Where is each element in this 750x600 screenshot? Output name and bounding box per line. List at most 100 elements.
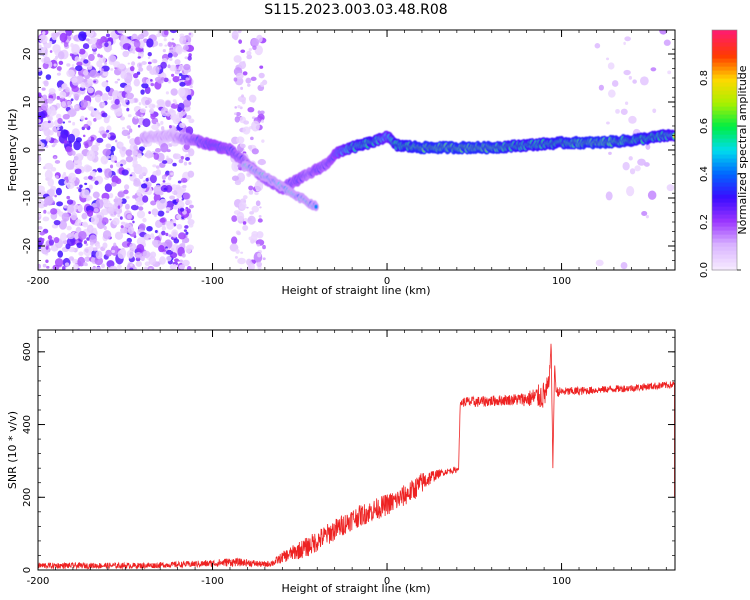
spectrogram-noise-cell xyxy=(141,61,147,65)
spectrogram-noise-cell xyxy=(645,214,649,219)
spectrogram-noise-cell xyxy=(178,87,186,97)
spectrogram-noise-cell xyxy=(38,185,45,193)
spectrogram-noise-cell xyxy=(186,94,192,101)
spectrogram-noise-cell xyxy=(86,150,96,161)
colorbar-step xyxy=(712,98,737,103)
spectrogram-noise-cell xyxy=(131,149,138,156)
spectrogram-noise-cell xyxy=(187,170,195,178)
spectrogram-noise-cell xyxy=(248,48,253,52)
spectrogram-noise-cell xyxy=(152,69,156,73)
spectrogram-noise-cell xyxy=(124,223,130,228)
spectrogram-noise-cell xyxy=(606,121,610,125)
spectrogram-noise-cell xyxy=(80,115,85,121)
spectrogram-noise-cell xyxy=(66,179,69,183)
spectrogram-noise-cell xyxy=(170,88,178,96)
spectrogram-noise-cell xyxy=(53,219,61,226)
spectrogram-noise-cell xyxy=(170,247,174,252)
spectrogram-noise-cell xyxy=(47,120,51,124)
colorbar-step xyxy=(712,222,737,227)
spectrogram-noise-cell xyxy=(116,111,123,117)
spectrogram-noise-cell xyxy=(144,99,150,106)
spectrogram-noise-cell xyxy=(153,184,163,195)
spectrogram-noise-cell xyxy=(123,189,129,195)
spectrogram-noise-cell xyxy=(260,110,265,115)
spectrogram-noise-cell xyxy=(251,120,260,132)
spectrogram-noise-cell xyxy=(95,243,101,249)
spectrogram-noise-cell xyxy=(106,155,111,159)
spectrogram-noise-cell xyxy=(240,86,244,90)
spectrogram-noise-cell xyxy=(126,90,130,94)
spectrogram-noise-cell xyxy=(97,169,103,173)
spectrogram-noise-cell xyxy=(38,155,41,160)
spectrogram-noise-cell xyxy=(110,181,117,187)
spectrogram-noise-cell xyxy=(628,156,633,161)
spectrogram-noise-cell xyxy=(145,177,149,182)
spectrogram-noise-cell xyxy=(261,119,265,123)
spectrogram-noise-cell xyxy=(43,209,47,214)
spectrogram-noise-cell xyxy=(70,42,74,48)
spectrogram-noise-cell xyxy=(95,38,104,49)
spectrogram-noise-cell xyxy=(86,30,94,38)
spectrogram-signal xyxy=(139,129,675,212)
spectrogram-noise-cell xyxy=(56,95,61,100)
spectrogram-noise-cell xyxy=(167,175,172,181)
spectrogram-noise-cell xyxy=(645,144,651,150)
spectrogram-noise-cell xyxy=(49,50,53,53)
spectrogram-noise-cell xyxy=(38,111,46,119)
spectrogram-noise-cell xyxy=(237,257,246,265)
spectrogram-noise-cell xyxy=(667,70,672,75)
spectrogram-noise-cell xyxy=(149,174,157,184)
spectrogram-noise-cell xyxy=(231,215,238,222)
spectrogram-noise-cell xyxy=(89,170,97,177)
spectrogram-noise-cell xyxy=(169,64,177,72)
spectrogram-noise-cell xyxy=(247,83,251,87)
spectrogram-noise-cell xyxy=(185,157,190,161)
spectrogram-noise-cell xyxy=(142,195,149,203)
spectrogram-noise-cell xyxy=(108,55,117,63)
spectrogram-noise-cell xyxy=(595,259,604,267)
spectrogram-noise-cell xyxy=(659,30,668,35)
spectrogram-noise-cell xyxy=(235,111,241,117)
spectrogram-noise-cell xyxy=(89,234,97,244)
spectrogram-noise-cell xyxy=(180,177,188,183)
spectrogram-noise-cell xyxy=(233,112,237,116)
spectrogram-noise-cell xyxy=(67,133,76,143)
spectrogram-noise-cell xyxy=(73,140,82,151)
spectrogram-noise-cell xyxy=(254,191,259,196)
spectrogram-noise-cell xyxy=(172,76,180,83)
colorbar-tick-label: 0.4 xyxy=(699,166,710,182)
spectrogram-noise-cell xyxy=(83,123,89,129)
spectrogram-noise-cell xyxy=(42,30,46,35)
spectrogram-noise-cell xyxy=(157,123,161,127)
spectrogram-noise-cell xyxy=(150,113,156,120)
colorbar-step xyxy=(712,50,737,55)
spectrogram-noise-cell xyxy=(248,236,252,241)
colorbar-step xyxy=(712,250,737,255)
spectrogram-noise-cell xyxy=(114,160,118,163)
spectrogram-noise-cell xyxy=(144,261,151,267)
spectrogram-noise-cell xyxy=(78,251,84,256)
spectrogram-noise-cell xyxy=(138,223,146,231)
spectrogram-noise-cell xyxy=(56,72,61,76)
spectrogram-x-tick-label: -100 xyxy=(201,276,224,287)
spectrogram-noise-cell xyxy=(38,226,43,230)
spectrogram-x-tick-label: 100 xyxy=(552,276,571,287)
spectrogram-noise-cell xyxy=(117,30,126,34)
spectrogram-noise-cell xyxy=(102,209,107,214)
spectrogram-noise-cell xyxy=(639,76,649,86)
spectrogram-noise-cell xyxy=(240,49,246,54)
spectrogram-noise-cell xyxy=(47,178,55,187)
spectrogram-noise-cell xyxy=(58,60,64,65)
spectrogram-noise-cell xyxy=(45,246,49,250)
spectrogram-noise-cell xyxy=(182,109,186,112)
spectrogram-noise-cell xyxy=(256,243,261,247)
spectrogram-noise-cell xyxy=(634,165,641,172)
spectrogram-noise-cell xyxy=(151,239,159,246)
spectrogram-noise-cell xyxy=(118,96,122,100)
spectrogram-noise-cell xyxy=(76,61,83,67)
spectrogram-noise-cell xyxy=(52,264,60,270)
spectrogram-noise-cell xyxy=(42,263,47,268)
spectrogram-noise-cell xyxy=(56,201,64,207)
spectrogram-noise-cell xyxy=(174,59,181,65)
snr-series-line xyxy=(38,343,675,570)
